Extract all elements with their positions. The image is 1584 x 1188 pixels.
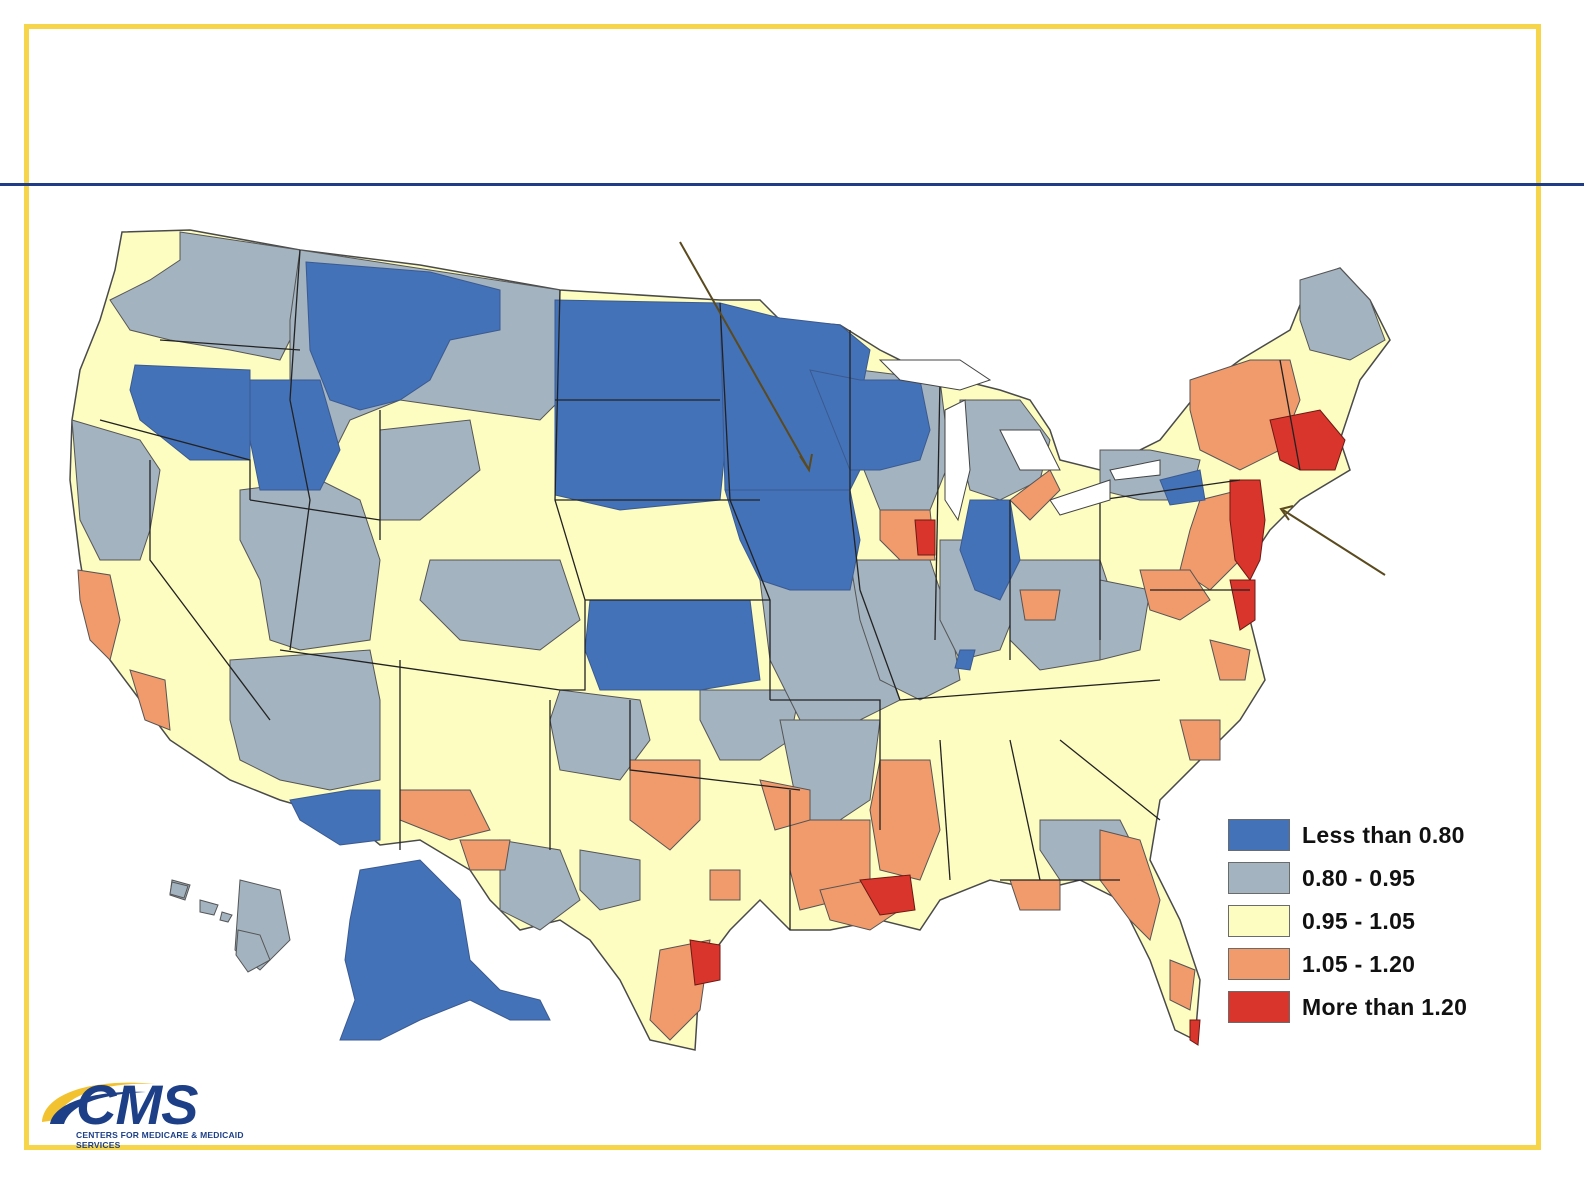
map-legend: Less than 0.80 0.80 - 0.95 0.95 - 1.05 1…: [1228, 818, 1508, 1033]
slide-frame: [24, 24, 1541, 1150]
legend-swatch-yellow: [1228, 905, 1290, 937]
state-boundaries: [99, 249, 1301, 930]
legend-item-0-80-to-0-95: 0.80 - 0.95: [1228, 861, 1508, 895]
legend-item-less-than-0-80: Less than 0.80: [1228, 818, 1508, 852]
callout-arrows: [679, 241, 1386, 576]
legend-label: More than 1.20: [1302, 993, 1468, 1020]
legend-item-1-05-to-1-20: 1.05 - 1.20: [1228, 947, 1508, 981]
hawaii-islands: [169, 881, 271, 973]
title-divider: [0, 183, 1584, 186]
legend-label: 0.80 - 0.95: [1302, 864, 1416, 891]
cms-wordmark: CMS: [76, 1073, 198, 1136]
regions-less-than-0-80: [129, 261, 1206, 1041]
legend-label: Less than 0.80: [1302, 821, 1465, 848]
legend-item-0-95-to-1-05: 0.95 - 1.05: [1228, 904, 1508, 938]
legend-swatch-gray: [1228, 862, 1290, 894]
legend-label: 0.95 - 1.05: [1302, 907, 1416, 934]
legend-swatch-red: [1228, 991, 1290, 1023]
legend-swatch-blue: [1228, 819, 1290, 851]
legend-label: 1.05 - 1.20: [1302, 950, 1416, 977]
legend-swatch-orange: [1228, 948, 1290, 980]
cms-logo: CMS CENTERS FOR MEDICARE & MEDICAID SERV…: [36, 1072, 276, 1150]
cms-subtitle: CENTERS FOR MEDICARE & MEDICAID SERVICES: [76, 1130, 244, 1150]
great-lakes: [878, 359, 1161, 522]
cms-swoosh-icon: [42, 1082, 156, 1124]
legend-item-more-than-1-20: More than 1.20: [1228, 990, 1508, 1024]
regions-more-than-1-20: [689, 409, 1346, 1046]
